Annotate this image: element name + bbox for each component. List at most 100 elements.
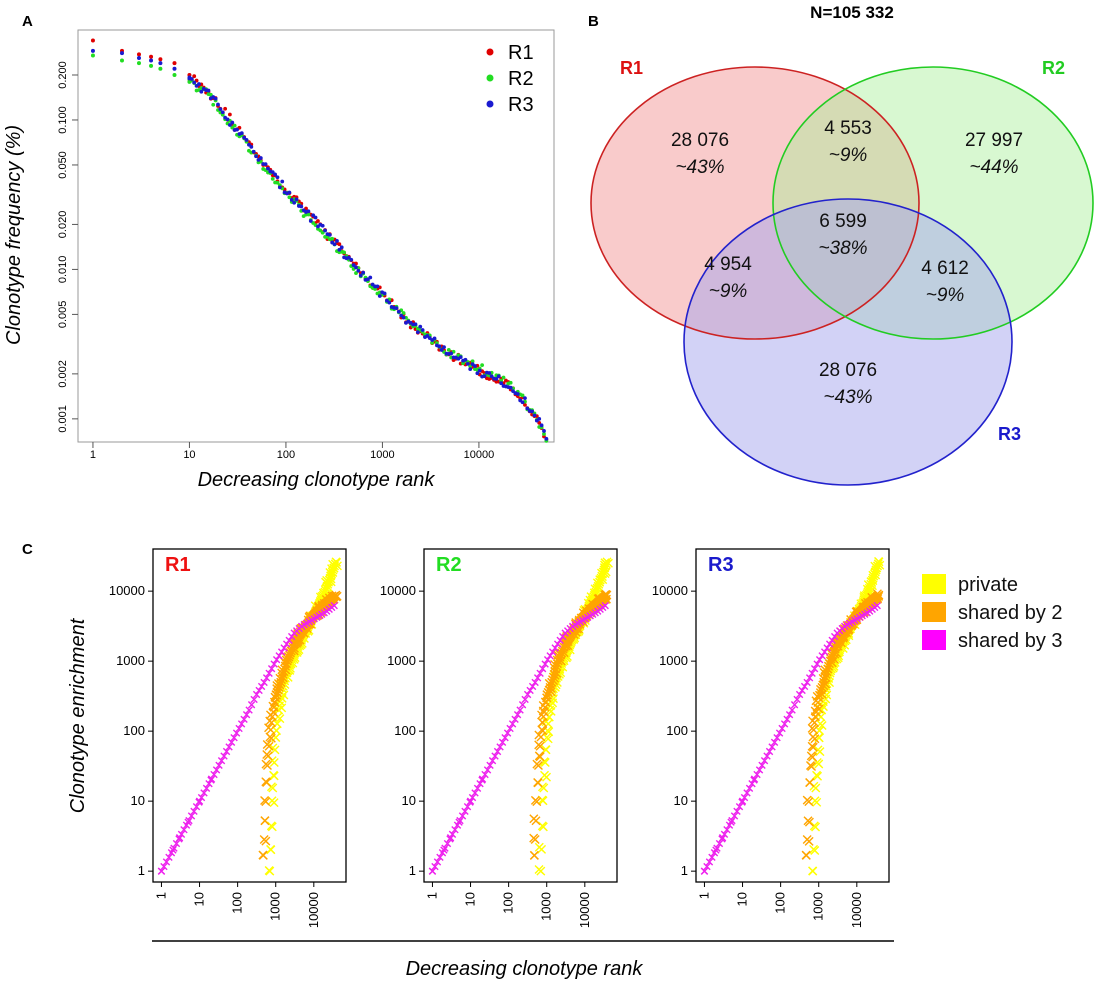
panel-c-point-shared-by-3 (172, 839, 181, 848)
panel-a-point-r3 (306, 209, 311, 214)
panel-a-point-r2 (275, 180, 280, 185)
panel-c-point-shared-by-2 (807, 723, 817, 733)
panel-a-point-r3 (361, 270, 366, 275)
panel-c-point-shared-by-3 (257, 682, 266, 691)
panel-c-x-tick-label: 10000 (306, 892, 321, 928)
panel-c-x-tick-label: 100 (773, 892, 788, 914)
panel-a-point-r3 (375, 284, 380, 289)
panel-c-point-shared-by-2 (808, 742, 818, 752)
panel-c-point-shared-by-3 (783, 715, 791, 723)
panel-c-x-tick-label: 1000 (268, 892, 283, 921)
panel-a-point-r3 (273, 172, 277, 177)
panel-a-point-r1 (316, 219, 320, 223)
panel-a-point-r3 (227, 123, 232, 127)
panel-a-point-r3 (313, 215, 318, 220)
panel-a-point-r2 (208, 92, 213, 97)
panel-a-point-r3 (494, 377, 499, 381)
panel-c-point-shared-by-3 (277, 648, 286, 656)
panel-a-point-r3 (508, 385, 513, 390)
panel-a-point-r2 (480, 363, 485, 368)
panel-a-point-r3 (349, 257, 354, 262)
panel-a-point-r2 (508, 380, 513, 385)
panel-a-point-r3 (199, 89, 204, 94)
panel-c-point-shared-by-3 (828, 636, 836, 645)
legend-label-r1: R1 (508, 42, 534, 64)
panel-c-point-shared-by-3 (815, 656, 824, 664)
panel-c-point-shared-by-3 (728, 816, 736, 825)
panel-c-x-tick-label: 1 (153, 892, 168, 899)
panel-c-point-shared-by-3 (441, 844, 449, 852)
panel-c-point-shared-by-3 (743, 789, 751, 797)
panel-c-point-shared-by-3 (498, 738, 507, 746)
legend-swatch-shared-by-3 (922, 630, 946, 650)
panel-c-point-shared-by-3 (778, 724, 786, 733)
panel-c-point-shared-by-3 (718, 835, 726, 843)
panel-a-point-r3 (477, 368, 482, 373)
legend-label-r2: R2 (508, 68, 534, 90)
panel-c-point-shared-by-3 (195, 798, 203, 806)
panel-c-point-shared-by-3 (260, 678, 268, 687)
legend-label-private: private (958, 574, 1018, 596)
panel-a-point-r3 (401, 315, 406, 320)
venn-r3-only-count: 28 076 (819, 360, 877, 381)
panel-c-point-shared-by-3 (443, 839, 452, 848)
panel-c-point-shared-by-3 (436, 853, 444, 862)
panel-a-point-r3 (482, 374, 487, 379)
panel-a-y-tick-label: 0.100 (57, 106, 69, 134)
panel-c-point-shared-by-2 (261, 759, 271, 769)
venn-r1-only-count: 28 076 (671, 130, 729, 151)
panel-a-point-r1 (172, 61, 177, 66)
panel-c-facet-r3: R3 1 10 100 1000 10000 1 10 100 1000 10000 (652, 548, 890, 928)
panel-c-point-shared-by-3 (207, 775, 216, 783)
panel-a-point-r3 (394, 306, 399, 311)
panel-c-point-shared-by-3 (750, 775, 759, 783)
panel-c-point-shared-by-3 (548, 648, 557, 656)
panel-a-x-tick-label: 10 (183, 449, 195, 461)
panel-c-x-tick-label: 10 (192, 892, 207, 906)
panel-c-point-shared-by-3 (523, 690, 532, 699)
panel-c-facet-r2: R2 1 10 100 1000 10000 1 10 100 1000 10000 (380, 548, 618, 928)
panel-c-point-shared-by-3 (825, 640, 834, 648)
panel-a-point-r3 (119, 51, 124, 56)
panel-c-point-shared-by-3 (240, 715, 248, 723)
panel-c-y-tick-label: 10 (674, 793, 688, 808)
panel-c-point-shared-by-3 (212, 766, 221, 774)
panel-a-point-r2 (501, 375, 506, 380)
panel-a-point-r3 (377, 294, 382, 298)
legend-marker-r3 (486, 100, 494, 108)
panel-c-y-tick-label: 1 (409, 863, 416, 878)
panel-c-point-shared-by-3 (830, 632, 839, 641)
panel-a-point-r2 (430, 340, 435, 345)
panel-c-facet-title: R2 (436, 554, 462, 576)
panel-c-point-shared-by-2 (808, 716, 818, 726)
legend-marker-r2 (486, 74, 494, 82)
panel-a-point-r3 (136, 55, 141, 60)
panel-c-point-shared-by-3 (748, 780, 756, 788)
panel-a-y-tick-label: 0.002 (57, 360, 69, 388)
panel-c-point-shared-by-3 (543, 656, 552, 664)
panel-c-y-tick-label: 10000 (380, 583, 416, 598)
panel-a-point-r3 (280, 179, 285, 184)
panel-a-y-tick-label: 0.020 (57, 211, 69, 239)
panel-c-facet-r1: R1 1 10 100 1000 10000 1 10 100 1000 10000 (109, 548, 347, 928)
panel-a-point-r2 (342, 250, 347, 255)
panel-a-point-r3 (158, 61, 163, 66)
panel-c-point-private (603, 558, 613, 568)
panel-c-point-shared-by-3 (265, 669, 273, 677)
panel-c-point-shared-by-3 (280, 644, 288, 652)
panel-a-point-r3 (225, 117, 230, 122)
panel-c-x-tick-label: 1 (424, 892, 439, 899)
panel-c-point-shared-by-3 (275, 652, 283, 660)
panel-c-point-shared-by-3 (491, 752, 499, 760)
panel-c-point-shared-by-3 (157, 867, 166, 875)
panel-c-point-shared-by-3 (438, 849, 447, 857)
panel-c-point-shared-by-3 (473, 784, 482, 793)
panel-a-point-r3 (149, 58, 154, 63)
panel-a-point-r3 (499, 381, 504, 386)
panel-c-point-shared-by-2 (839, 632, 849, 642)
panel-c-point-shared-by-3 (202, 784, 211, 793)
panel-a-x-tick-label: 100 (277, 449, 295, 461)
panel-c-point-shared-by-2 (805, 778, 815, 788)
panel-c-point-shared-by-3 (453, 821, 462, 829)
panel-c-point-shared-by-2 (810, 734, 820, 744)
